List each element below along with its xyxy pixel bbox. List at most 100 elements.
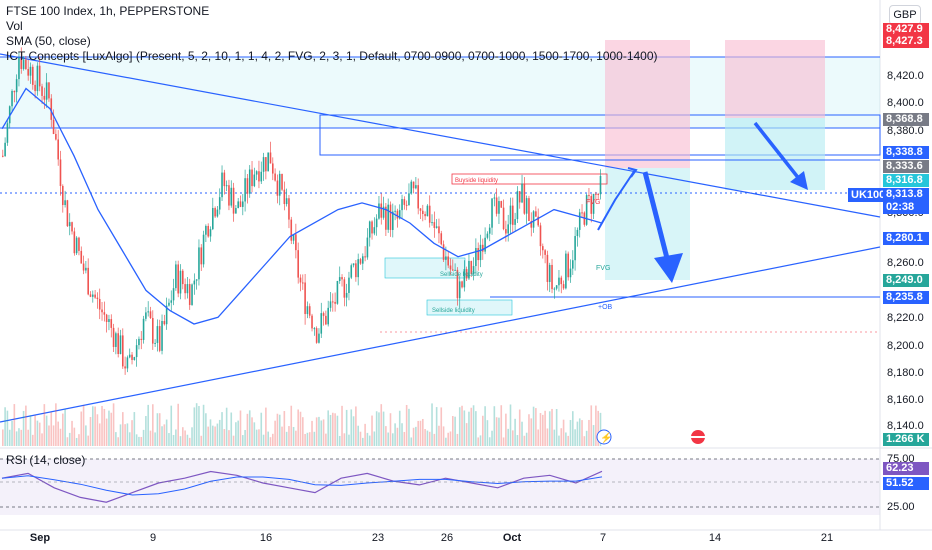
candle (576, 229, 579, 237)
volume-bar (244, 429, 246, 446)
volume-bar (78, 434, 80, 446)
candle (343, 279, 346, 298)
legend-sma[interactable]: SMA (50, close) (6, 34, 91, 48)
candle (274, 173, 276, 181)
candle (182, 270, 184, 285)
volume-bar (66, 437, 69, 446)
legend-vol[interactable]: Vol (6, 19, 23, 33)
volume-bar (165, 419, 168, 446)
volume-bars (2, 403, 602, 446)
volume-bar (101, 405, 103, 446)
countdown-tag: 02:38 (883, 201, 929, 214)
volume-bar (551, 408, 553, 446)
candle (242, 201, 244, 207)
price-tag: 8,249.0 (883, 274, 929, 287)
volume-bar (518, 409, 521, 446)
candle (11, 90, 13, 107)
volume-bar (98, 423, 101, 446)
volume-bar (147, 404, 149, 446)
candle (500, 201, 503, 208)
volume-bar (41, 433, 43, 446)
candle (248, 169, 251, 194)
volume-bar (304, 433, 306, 446)
candle (419, 208, 422, 211)
volume-bar (341, 405, 343, 446)
candle (332, 301, 334, 303)
volume-bar (195, 403, 198, 446)
candle (297, 250, 299, 278)
volume-bar (371, 415, 373, 446)
volume-bar (22, 410, 25, 446)
volume-bar (302, 417, 304, 446)
volume-bar (352, 416, 355, 446)
volume-bar (516, 435, 519, 446)
candle (396, 210, 399, 219)
volume-bar (138, 436, 140, 446)
volume-bar (184, 430, 186, 446)
ob-label: +OB (598, 304, 613, 311)
candle (262, 157, 265, 172)
volume-bar (27, 429, 29, 446)
volume-bar (168, 433, 170, 446)
candle (94, 294, 96, 298)
candle (479, 244, 482, 261)
candle (105, 314, 108, 322)
candle (66, 200, 69, 227)
candle (18, 57, 20, 80)
candle (191, 284, 193, 305)
legend-ict[interactable]: ICT Concepts [LuxAlgo] (Present, 5, 2, 1… (6, 49, 658, 63)
y-tick: 8,420.0 (887, 70, 924, 82)
candle (565, 253, 567, 289)
volume-bar (595, 405, 597, 446)
volume-bar (32, 434, 34, 446)
volume-bar (186, 434, 189, 446)
candle (251, 169, 253, 187)
volume-bar (272, 433, 274, 446)
volume-bar (253, 422, 256, 446)
candle (163, 320, 166, 325)
volume-bar (216, 423, 219, 446)
volume-bar (128, 432, 131, 446)
candle (368, 221, 371, 238)
volume-bar (583, 436, 586, 446)
candle (216, 209, 219, 217)
candle (89, 294, 92, 297)
candle (138, 338, 140, 346)
volume-bar (71, 420, 73, 446)
candle (454, 269, 456, 271)
volume-bar (380, 404, 383, 446)
volume-bar (366, 432, 369, 446)
volume-bar (175, 429, 177, 446)
candle (498, 201, 500, 214)
candle (362, 256, 364, 264)
volume-bar (493, 406, 496, 446)
volume-bar (548, 411, 551, 446)
volume-bar (105, 418, 108, 446)
candle (124, 366, 126, 369)
volume-bar (193, 407, 196, 446)
volume-bar (34, 415, 36, 446)
volume-bar (318, 416, 320, 446)
volume-bar (188, 437, 191, 446)
volume-bar (472, 405, 475, 446)
rsi-line (1, 470, 603, 503)
candle (13, 90, 16, 93)
candle (218, 197, 221, 210)
volume-bar (581, 420, 583, 446)
candle (375, 218, 378, 228)
rsi-legend[interactable]: RSI (14, close) (6, 453, 86, 467)
candle (491, 198, 493, 228)
volume-bar (484, 406, 486, 446)
candle (440, 233, 443, 245)
candle (177, 264, 179, 294)
volume-bar (565, 432, 567, 446)
candle (539, 225, 542, 247)
candle (327, 307, 329, 325)
volume-bar (343, 433, 346, 446)
candle (468, 260, 470, 279)
candle (525, 198, 528, 214)
candle (528, 198, 530, 222)
currency-button[interactable]: GBP (889, 5, 921, 25)
candle (578, 212, 581, 230)
